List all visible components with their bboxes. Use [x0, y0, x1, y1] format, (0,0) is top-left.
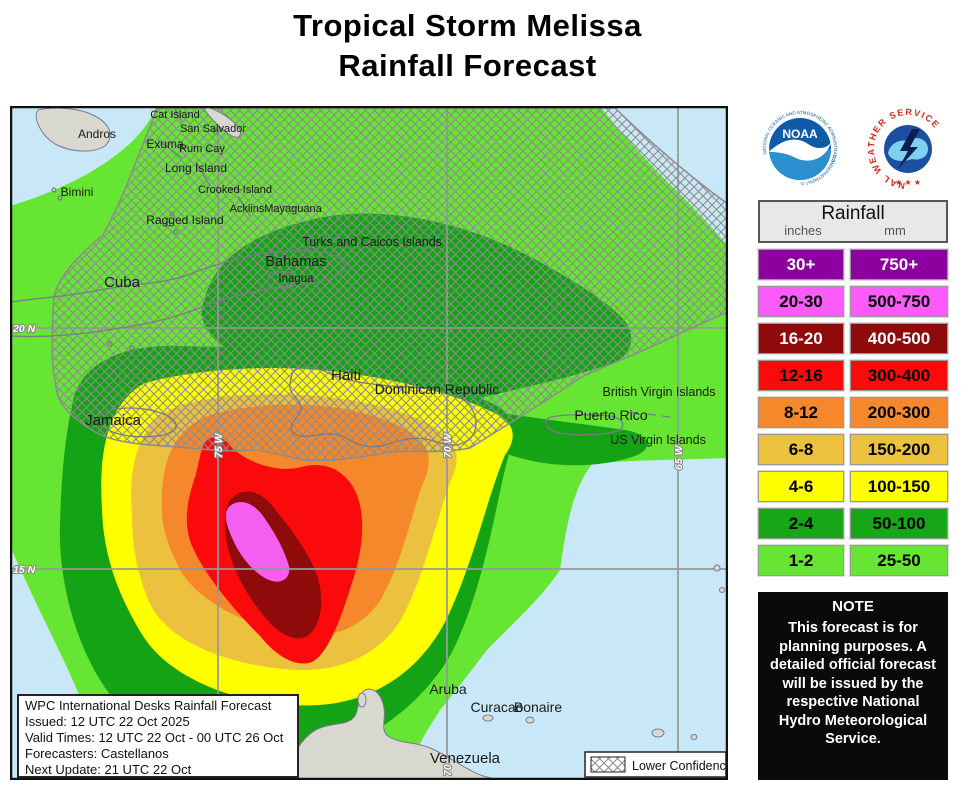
legend-cell-mm: 500-750 [849, 285, 949, 318]
legend-cell-inches: 4-6 [757, 470, 845, 503]
legend-cell-mm: 150-200 [849, 433, 949, 466]
place-labels: Cat Island San Salvador Rum Cay Exuma Lo… [61, 109, 716, 767]
legend-cell-mm: 25-50 [849, 544, 949, 577]
legend-cell-mm: 300-400 [849, 359, 949, 392]
note-box: NOTE This forecast is for planning purpo… [758, 592, 948, 780]
label-bimini: Bimini [61, 185, 94, 199]
graticule-labels: 20 N 15 N 75 W 70 W 65 W 70 [11, 322, 686, 777]
legend-cell-inches: 30+ [757, 248, 845, 281]
info-line-next-update: Next Update: 21 UTC 22 Oct [25, 762, 192, 777]
lon-label-70w: 70 W [442, 432, 454, 458]
label-curacao: Curacao [471, 699, 524, 715]
label-bonaire: Bonaire [514, 699, 562, 715]
rain-band-20-30 [225, 502, 290, 582]
svg-text:★ ★ ★: ★ ★ ★ [895, 178, 921, 187]
note-body: This forecast is for planning purposes. … [770, 620, 936, 748]
legend-cell-inches: 1-2 [757, 544, 845, 577]
lower-confidence-label: Lower Confidence [632, 759, 728, 773]
label-haiti: Haiti [331, 367, 361, 384]
legend-cell-inches: 8-12 [757, 396, 845, 429]
legend-row: 2-4 50-100 [757, 507, 949, 540]
label-crooked-island: Crooked Island [198, 184, 272, 196]
legend-cell-mm: 50-100 [849, 507, 949, 540]
info-line-product: WPC International Desks Rainfall Forecas… [25, 698, 272, 713]
label-long-island: Long Island [165, 161, 227, 175]
legend-cell-mm: 400-500 [849, 322, 949, 355]
label-bahamas: Bahamas [265, 254, 326, 270]
legend-cell-inches: 12-16 [757, 359, 845, 392]
lon-label-65w: 65 W [673, 444, 685, 470]
gray-land [35, 106, 725, 780]
label-aruba: Aruba [429, 681, 467, 697]
lon-label-70-bottom: 70 [442, 764, 454, 776]
legend-row: 20-30 500-750 [757, 285, 949, 318]
legend-cell-inches: 20-30 [757, 285, 845, 318]
legend-row: 1-2 25-50 [757, 544, 949, 577]
legend-row: 6-8 150-200 [757, 433, 949, 466]
legend-header: Rainfall inches mm [758, 200, 948, 243]
note-header: NOTE [832, 598, 874, 615]
label-acklins: Acklins [230, 203, 265, 215]
label-mayaguana: Mayaguana [264, 203, 322, 215]
page-title: Tropical Storm Melissa Rainfall Forecast [0, 6, 935, 86]
label-exuma: Exuma [146, 137, 184, 151]
legend-row: 16-20 400-500 [757, 322, 949, 355]
forecast-info-box: WPC International Desks Rainfall Forecas… [17, 694, 299, 778]
label-venezuela: Venezuela [430, 750, 501, 767]
label-ragged-island: Ragged Island [146, 213, 223, 227]
label-cat-island: Cat Island [150, 109, 200, 121]
legend-col-mm: mm [884, 223, 906, 238]
label-san-salvador: San Salvador [180, 123, 246, 135]
legend-cell-inches: 2-4 [757, 507, 845, 540]
lower-confidence-hatch-area [51, 107, 728, 462]
forecast-map: 20 N 15 N 75 W 70 W 65 W 70 Cat Island S… [10, 106, 728, 780]
legend-row: 4-6 100-150 [757, 470, 949, 503]
label-dominican-republic: Dominican Republic [375, 381, 500, 397]
info-line-issued: Issued: 12 UTC 22 Oct 2025 [25, 714, 190, 729]
legend-row: 30+ 750+ [757, 248, 949, 281]
legend-cell-inches: 16-20 [757, 322, 845, 355]
lat-label-20n: 20 N [12, 323, 36, 335]
label-andros: Andros [78, 127, 116, 141]
legend-title: Rainfall [821, 203, 885, 224]
rainfall-legend: Rainfall inches mm 30+ 750+ 20-30 500-75… [757, 200, 949, 577]
label-cuba: Cuba [104, 274, 141, 291]
noaa-logo: NOAA NATIONAL OCEANIC AND ATMOSPHERIC AD… [760, 108, 839, 188]
title-line-1: Tropical Storm Melissa [293, 8, 642, 43]
legend-row: 12-16 300-400 [757, 359, 949, 392]
info-line-valid: Valid Times: 12 UTC 22 Oct - 00 UTC 26 O… [25, 730, 284, 745]
label-british-virgin-islands: British Virgin Islands [602, 385, 715, 399]
info-line-forecasters: Forecasters: Castellanos [25, 746, 169, 761]
label-rum-cay: Rum Cay [179, 143, 225, 155]
legend-cell-mm: 100-150 [849, 470, 949, 503]
legend-row: 8-12 200-300 [757, 396, 949, 429]
legend-units: inches mm [760, 223, 946, 238]
label-turks-caicos: Turks and Caicos Islands [302, 235, 442, 249]
legend-cell-mm: 750+ [849, 248, 949, 281]
svg-text:NOAA: NOAA [782, 127, 818, 141]
label-puerto-rico: Puerto Rico [574, 407, 647, 423]
label-us-virgin-islands: US Virgin Islands [610, 433, 706, 447]
legend-cell-inches: 6-8 [757, 433, 845, 466]
lower-confidence-key: Lower Confidence [584, 751, 728, 778]
agency-logos: NOAA NATIONAL OCEANIC AND ATMOSPHERIC AD… [760, 106, 950, 192]
nws-logo: NATIONAL WEATHER SERVICE ★ ★ ★ [866, 107, 949, 191]
legend-cell-mm: 200-300 [849, 396, 949, 429]
legend-col-inches: inches [784, 223, 822, 238]
label-inagua: Inagua [278, 273, 314, 285]
lat-label-15n: 15 N [13, 564, 36, 576]
label-jamaica: Jamaica [85, 412, 142, 429]
coastlines [10, 107, 671, 448]
lower-confidence-swatch [590, 756, 626, 773]
title-line-2: Rainfall Forecast [338, 48, 597, 83]
lon-label-75w: 75 W [213, 432, 225, 458]
